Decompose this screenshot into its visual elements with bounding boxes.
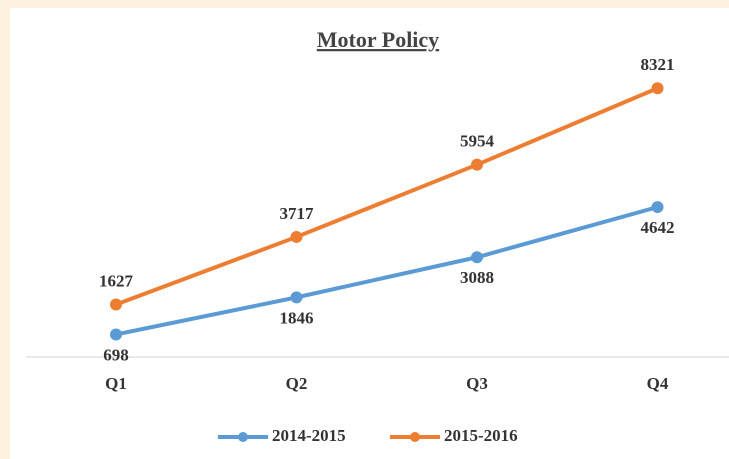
data-point: [110, 328, 122, 341]
plot-panel: [10, 8, 729, 459]
legend-marker: [410, 432, 420, 442]
data-point: [471, 251, 483, 264]
data-label: 8321: [641, 55, 675, 74]
data-point: [110, 298, 122, 311]
series-line: [115, 86, 659, 307]
data-label: 3717: [280, 204, 315, 223]
legend-label: 2014-2015: [272, 426, 346, 445]
data-point: [651, 82, 664, 95]
legend-label: 2015-2016: [444, 426, 518, 445]
data-label: 698: [103, 345, 129, 364]
data-label: 3088: [460, 268, 494, 287]
data-label: 5954: [460, 132, 495, 151]
x-tick-label: Q1: [105, 374, 127, 393]
series-line: [115, 205, 659, 337]
data-point: [290, 291, 303, 304]
x-tick-label: Q3: [466, 374, 488, 393]
data-label: 1627: [99, 271, 134, 290]
data-label: 1846: [280, 308, 314, 327]
data-point: [471, 158, 483, 171]
data-label: 4642: [641, 218, 675, 237]
data-point: [290, 230, 303, 243]
data-point: [651, 201, 664, 214]
x-tick-label: Q4: [647, 374, 669, 393]
x-tick-label: Q2: [286, 374, 308, 393]
legend-marker: [238, 432, 248, 442]
chart-title: Motor Policy: [317, 27, 439, 52]
